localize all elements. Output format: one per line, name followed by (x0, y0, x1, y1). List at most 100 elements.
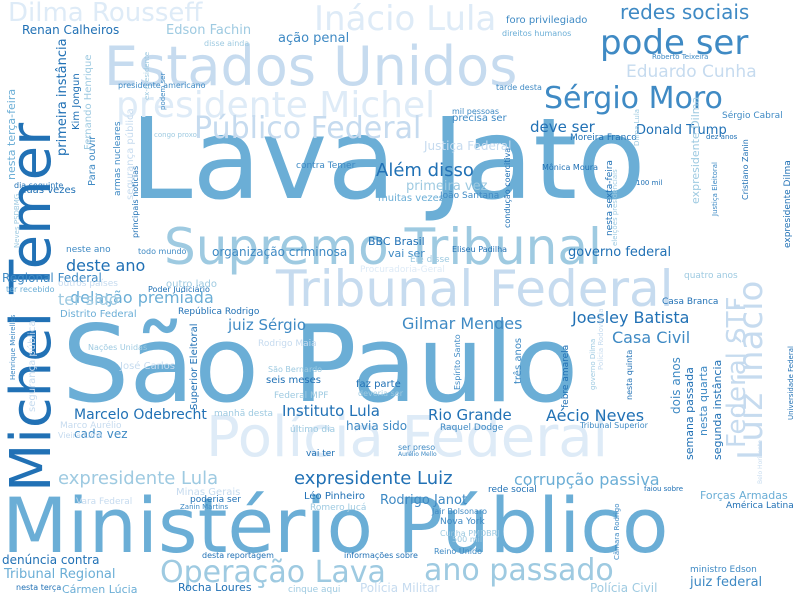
word-cristiano-zanin: Cristiano Zanin (741, 139, 750, 200)
word-devem-ser: podem ser (159, 72, 167, 110)
word-rio-grande: Rio Grande (428, 406, 512, 424)
word-procuradoria-geral: Procuradoria-Geral (360, 265, 445, 275)
word-tribunal-regional: Tribunal Regional (4, 567, 116, 582)
word-muitas-vezes: muitas vezes (378, 193, 444, 204)
word-sao-paulo: São Paulo (62, 303, 579, 426)
word-faiou-sobre: faiou sobre (644, 485, 684, 493)
word-manha-desta: manhã desta (214, 409, 274, 419)
word-espirito-santo: Espírito Santo (453, 334, 462, 390)
word-lava-jato: Lava Jato (130, 95, 646, 225)
word-segunda-instancia: segunda instância (711, 359, 724, 460)
word-tribunal-federal: Tribunal Federal (276, 260, 674, 318)
word-casa-civil: Casa Civil (612, 328, 691, 347)
word-justica-eleitoral: Justiça Eleitoral (711, 162, 719, 216)
word-aecio-neves: Aécio Neves (546, 406, 645, 425)
word-denuncia-contra: denúncia contra (2, 553, 100, 567)
word-podera-ser: poderia ser (190, 495, 241, 505)
word-dilma-lula: Dilma Lula (633, 108, 641, 146)
word-policia-civil: Polícia Civil (590, 581, 658, 595)
word-vieira-lima: Vieira Lima (58, 431, 103, 440)
word-policia-rodoviaria: Polícia Rodoviária (597, 308, 605, 371)
word-rocha-loures: Rocha Loures (178, 581, 252, 594)
word-vai-ser: vai ser (388, 247, 425, 260)
word-governo-dilma: governo Dilma (589, 338, 597, 390)
word-policia-militar: Polícia Militar (360, 581, 440, 595)
word-febre-amarela: febre amarela (561, 344, 571, 408)
word-ultimo-dia: último dia (290, 425, 336, 435)
word-precisa-ser: precisa ser (452, 113, 507, 124)
word-contra-temer: contra Temer (296, 161, 356, 171)
word-corrupcao-passiva: corrupção passiva (514, 470, 660, 489)
word-forcas-armadas: Forças Armadas (700, 489, 788, 502)
word-expresidente-lula: expresidente Lula (58, 468, 219, 489)
word-tres-anos: três anos (513, 337, 524, 384)
word-policia-federal: Polícia Federal (206, 405, 609, 470)
word-dilma-rousseff: Dilma Rousseff (8, 0, 203, 28)
word-ter-recebido: ter recebido (6, 285, 55, 294)
word-justica-federal: Justiça Federal (424, 139, 512, 153)
word-cunha-pmdbrj: Cunha PMDBRJ (440, 529, 500, 538)
word-joao-santana: João Santana (440, 191, 500, 201)
word-leo-pinheiro: Léo Pinheiro (304, 491, 366, 502)
word-nesta-terca-feira: nesta terça-feira (5, 88, 18, 180)
word-outros-paises: outros países (58, 279, 118, 289)
word-nesta-quarta: nesta quarta (697, 365, 710, 436)
word-roberto-teixeira: Roberto Teixeira (652, 53, 709, 61)
word-mil-pessoas: mil pessoas (452, 107, 500, 116)
word-henrique-meirelles: Henrique Meirelles (9, 314, 17, 380)
word-publico-federal: Público Federal (194, 111, 422, 146)
word-direitos-humanos: direitos humanos (502, 29, 572, 38)
word-casa-branca: Casa Branca (662, 297, 719, 307)
word-sao-bernardo: São Bernardo (268, 365, 323, 374)
word-cinque-aqui: cinque aqui (288, 585, 341, 595)
word-donald-trump: Donald Trump (636, 123, 727, 138)
word-jair-bolsonaro: Jair Bolsonaro (432, 507, 487, 516)
word-tarde-desta: tarde desta (496, 83, 542, 92)
word-redes-sociais: redes sociais (620, 0, 750, 24)
word-duas-vezes: duas vezes (20, 185, 76, 196)
word-bbc-brasil: BBC Brasil (368, 235, 425, 248)
word-dia-seguinte: dia seguinte (14, 181, 64, 190)
word-republica-rodrigo: República Rodrigo (178, 307, 260, 317)
word-vai-ter: vai ter (306, 449, 335, 459)
word-expresidente-luiz: expresidente Luiz (294, 468, 453, 489)
word-todo-mundo: todo mundo (138, 247, 187, 256)
word-sergio-cabral: Sérgio Cabral (722, 111, 783, 121)
word-joesley-batista: Joesley Batista (572, 308, 690, 327)
word-organizacao-criminosa: organização criminosa (212, 245, 348, 259)
word-estados-unidos: Estados Unidos (104, 35, 518, 98)
word-dois-anos: dois anos (669, 357, 683, 414)
word-desta-reportagem: desta reportagem (202, 551, 274, 560)
word-america-latina: América Latina (726, 501, 794, 511)
word-outro-lado: outro lado (166, 279, 217, 290)
word-juiz-sergio: juiz Sérgio (228, 316, 307, 334)
word-nesta-terca: nesta terça (16, 583, 62, 592)
word-principais-noticias: principais notícias (131, 165, 140, 238)
word-cem-mil: 100 mil (636, 179, 663, 187)
word-presidente-americano: presidente americano (118, 81, 206, 90)
word-poder-judiciario: Poder Judiciário (148, 285, 210, 294)
word-neves-psdbmg: Neves PSDBMG (13, 193, 21, 248)
word-rede-social: rede social (488, 485, 537, 495)
word-delacao-premiada: delação premiada (70, 288, 214, 307)
word-presidente-michel: presidente Michel (116, 85, 436, 126)
word-supremo-tribunal: Supremo Tribunal (164, 218, 602, 276)
word-ministerio-publico: Ministério Público (2, 481, 669, 570)
word-belo-horizonte: Belo Horizonte (757, 439, 764, 484)
word-nova-york: Nova York (440, 517, 485, 527)
word-federal-mpf: Federal MPF (274, 391, 329, 401)
word-rodrigo-maia: Rodrigo Maia (258, 339, 317, 349)
word-seguranca-publica-2: segurança pública (27, 320, 38, 412)
word-monica-moura: Mônica Moura (542, 163, 598, 172)
word-carmen-lucia: Cármen Lúcia (62, 583, 138, 596)
word-ano-passado: ano passado (424, 553, 614, 588)
word-foro-privilegiado: foro privilegiado (506, 15, 588, 26)
word-jose-carlos: José Carlos (120, 361, 175, 372)
word-kim-jongun: Kim Jongun (71, 73, 82, 130)
word-congo-proxo: congo proxo (154, 131, 197, 139)
word-pode-ser: pode ser (600, 23, 749, 63)
word-operacao-lava: Operação Lava (160, 555, 386, 590)
word-primeira-instancia: primeira instância (55, 38, 70, 156)
word-expresidente-dilma-2: expresidente Dilma (783, 160, 793, 248)
